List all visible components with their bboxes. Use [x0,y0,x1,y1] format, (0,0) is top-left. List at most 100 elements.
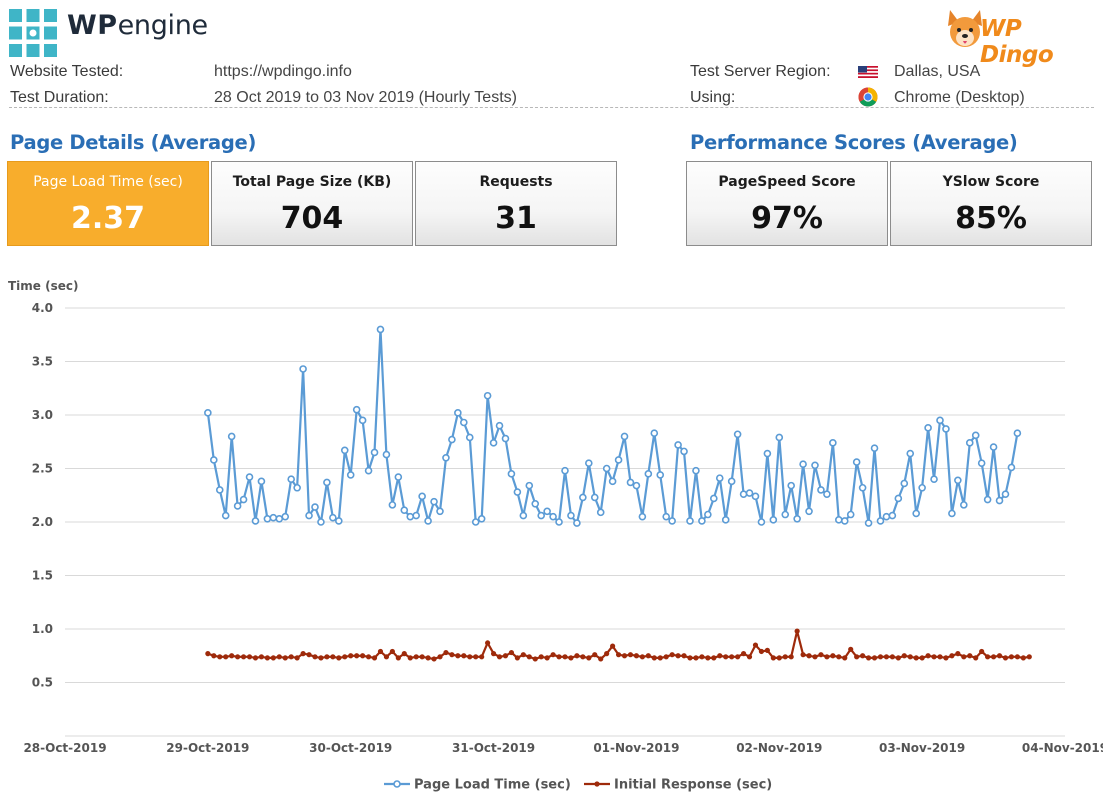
data-point [971,431,980,440]
data-point [281,512,290,521]
data-point [580,654,586,660]
data-point [579,493,587,502]
data-point [752,642,759,648]
data-point [871,655,878,661]
data-point [460,418,468,427]
x-tick-label: 29-Oct-2019 [166,741,249,755]
performance-title: Performance Scores (Average) [690,131,1018,154]
data-point [550,652,556,658]
data-point [614,456,623,464]
data-point [400,506,409,515]
data-point [293,483,301,492]
data-point [413,654,419,660]
y-tick-label: 2.0 [32,515,53,529]
data-point [961,654,967,660]
data-point [675,653,681,659]
data-point [574,653,580,659]
data-point [263,514,272,523]
data-point [817,486,825,494]
data-point [246,654,253,660]
data-point [324,654,330,660]
data-point [876,517,885,525]
data-point [925,653,931,659]
data-point [376,325,385,334]
data-point [836,654,842,660]
data-point [330,654,336,660]
data-point [699,654,705,660]
data-point [360,653,366,659]
data-point [382,450,391,459]
data-point [388,501,397,509]
partner-name: WP Dingo [980,16,1054,68]
data-point [812,654,818,660]
data-point [800,652,806,658]
data-point [889,654,895,660]
data-point [449,652,455,658]
data-point [562,654,568,660]
dingo-mascot-icon [948,10,982,47]
data-point [1007,463,1016,472]
data-point [757,518,766,526]
data-point [644,470,653,478]
data-point [662,512,670,521]
data-point [610,643,616,649]
data-point [364,466,373,475]
data-point [1014,654,1020,660]
data-point [870,444,879,452]
data-point [288,654,294,660]
card-total-page-size: Total Page Size (KB) 704 [211,161,413,246]
data-point [842,655,848,661]
data-point [895,655,901,661]
data-point [210,456,218,464]
data-point [990,654,997,660]
data-point [794,628,800,634]
data-point [919,655,925,661]
card-value: 2.37 [70,201,146,236]
data-point [454,409,462,417]
y-tick-label: 4.0 [32,301,53,315]
data-point [835,516,843,524]
data-point [608,477,617,486]
data-point [733,430,742,439]
data-point [864,519,873,527]
data-point [1008,654,1015,660]
legend-label: Initial Response (sec) [614,778,772,793]
data-point [282,655,288,661]
data-point [979,648,985,655]
data-point [686,517,694,525]
data-point [985,654,991,660]
data-point [918,483,926,492]
data-point [818,652,824,658]
y-axis-label: Time (sec) [8,279,78,293]
load-time-chart: Time (sec) 4.0 3.5 3.0 2.5 2.0 1.5 1.0 0.5 28-Oct… [8,279,1103,793]
data-point [693,655,699,661]
data-point [514,655,520,661]
data-point [882,512,891,521]
data-point [739,490,748,498]
data-point [763,449,772,458]
data-point [931,654,937,660]
data-point [829,439,837,447]
data-point [235,654,241,660]
data-point [717,653,723,659]
data-point [221,511,230,520]
data-point [592,652,598,658]
card-label: PageSpeed Score [718,174,856,190]
data-point [479,654,485,660]
data-point [436,507,444,516]
data-point [252,655,259,661]
data-point [590,493,599,502]
data-point [711,655,717,661]
data-point [223,654,229,660]
data-point [965,439,974,447]
data-point [710,494,718,503]
y-tick-label: 0.5 [32,676,53,690]
data-point [764,647,770,653]
data-point [698,517,706,525]
data-point [967,653,973,659]
data-point [823,490,831,498]
data-point [680,447,688,456]
x-tick-label: 03-Nov-2019 [879,741,965,755]
data-point [394,473,403,481]
data-point [602,464,611,473]
